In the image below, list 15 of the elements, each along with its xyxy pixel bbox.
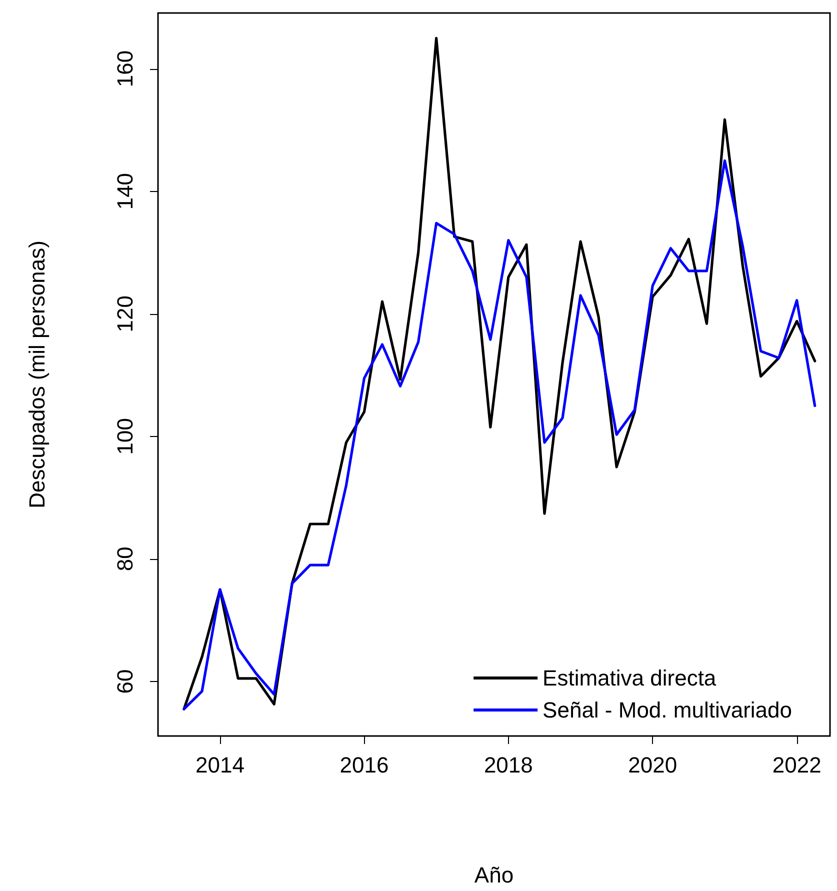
y-tick-label: 60: [112, 669, 138, 694]
x-tick-label: 2014: [196, 752, 244, 778]
y-tick-label: 100: [112, 418, 138, 455]
x-tick-label: 2022: [772, 752, 822, 778]
y-tick-label: 140: [112, 172, 138, 210]
y-tick-label: 120: [112, 295, 138, 332]
legend-label: Estimativa directa: [542, 666, 717, 690]
x-tick-label: 2016: [340, 752, 389, 778]
y-axis-title: Descupados (mil personas): [24, 240, 50, 508]
y-tick-label: 80: [112, 546, 138, 572]
x-tick-label: 2018: [484, 752, 533, 778]
y-tick-label: 160: [112, 50, 138, 88]
x-axis-title: Año: [474, 862, 514, 888]
x-tick-label: 2020: [628, 752, 678, 778]
legend-label: Señal - Mod. multivariado: [542, 698, 792, 722]
